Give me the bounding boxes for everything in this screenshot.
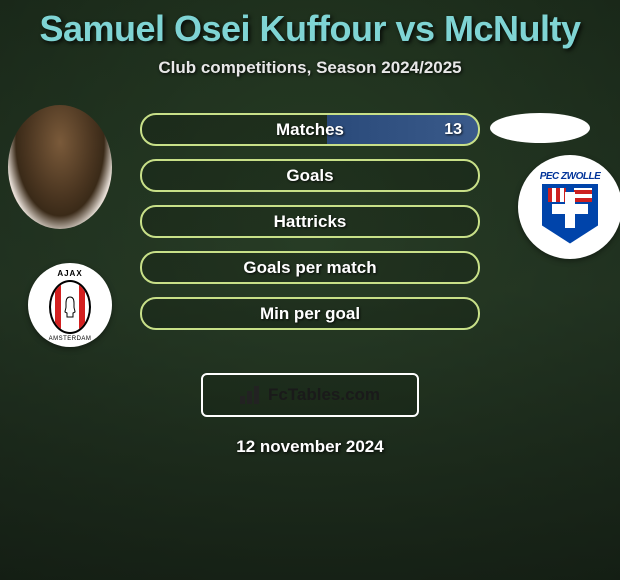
stat-row-min-per-goal: Min per goal: [140, 297, 480, 330]
ajax-head-icon: [61, 295, 79, 319]
stat-row-matches: Matches 13: [140, 113, 480, 146]
club-right-badge: PEC ZWOLLE: [518, 155, 620, 259]
stat-row-goals-per-match: Goals per match: [140, 251, 480, 284]
club-left-city: AMSTERDAM: [40, 336, 100, 342]
bar-chart-icon: [240, 386, 262, 404]
player-right-placeholder: [490, 113, 590, 143]
stat-row-hattricks: Hattricks: [140, 205, 480, 238]
footer-brand-badge: FcTables.com: [201, 373, 419, 417]
stat-label: Goals: [286, 166, 333, 186]
club-left-badge: AJAX AMSTERDAM: [28, 263, 112, 347]
comparison-title: Samuel Osei Kuffour vs McNulty: [0, 0, 620, 50]
stat-label: Min per goal: [260, 304, 360, 324]
stat-row-goals: Goals: [140, 159, 480, 192]
stat-label: Hattricks: [274, 212, 347, 232]
comparison-subtitle: Club competitions, Season 2024/2025: [0, 58, 620, 78]
club-right-name: PEC ZWOLLE: [525, 171, 615, 182]
zwolle-crest-icon: [542, 184, 598, 244]
club-left-name: AJAX: [40, 269, 100, 278]
stat-rows-container: Matches 13 Goals Hattricks Goals per mat…: [140, 113, 480, 343]
player-left-photo: [8, 105, 112, 229]
stat-label: Goals per match: [243, 258, 376, 278]
main-comparison-area: AJAX AMSTERDAM PEC ZWOLLE: [0, 113, 620, 373]
stat-value-right: 13: [444, 121, 462, 139]
footer-brand-text: FcTables.com: [268, 385, 380, 405]
ajax-crest-icon: [49, 280, 91, 334]
stat-label: Matches: [276, 120, 344, 140]
comparison-date: 12 november 2024: [0, 437, 620, 457]
